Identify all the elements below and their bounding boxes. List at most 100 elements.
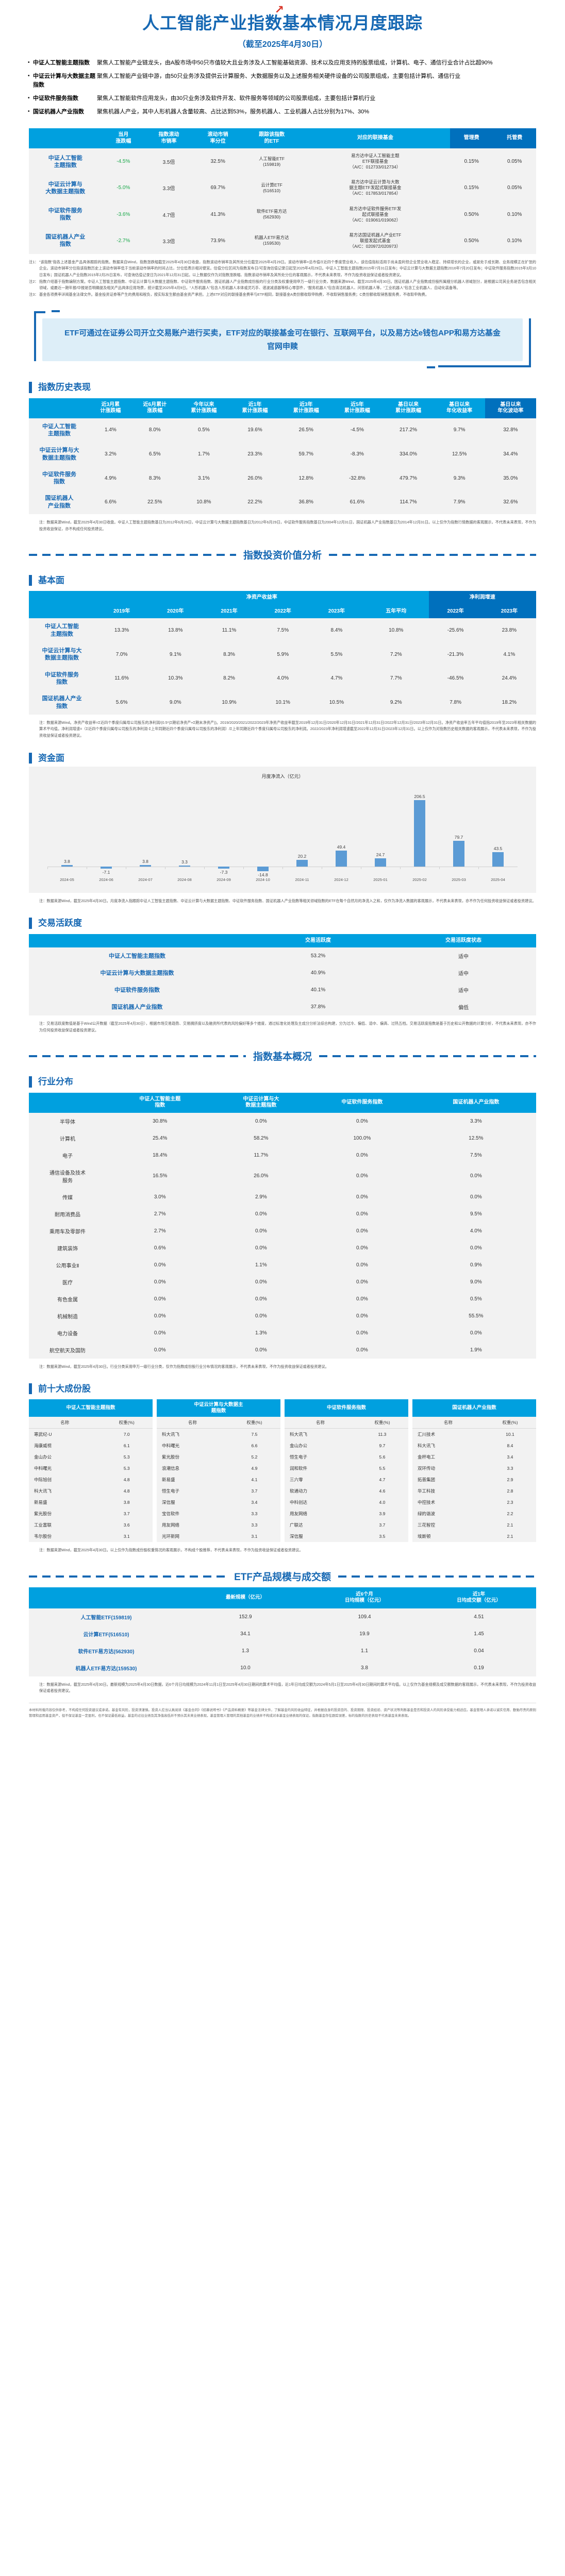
cell-product: 软件ETF易方达(562930) xyxy=(78,1649,135,1655)
cell-weight: 0.0% xyxy=(154,1262,166,1268)
cell-weight: 100.0% xyxy=(353,1135,371,1141)
cell-value: 9.3% xyxy=(453,475,466,481)
intro-item: • 国证机器人产业指数 聚焦机器人产业，其中人形机器人含量较高、占比达到53%，… xyxy=(28,108,537,116)
cell-value: 24.4% xyxy=(502,675,517,682)
chart-tick xyxy=(400,866,401,869)
note-text: 基金各项费率详阅基金法律文件。基金投资证券等产生的费用和税负，按实际发生额由基金… xyxy=(39,292,429,297)
chart-bar-cell: 49.4 xyxy=(322,783,361,875)
table-row: 浪潮信息 4.9 xyxy=(157,1463,280,1474)
cell-industry-name: 电力设备 xyxy=(57,1331,78,1337)
intro-item-name: 中证软件服务指数 xyxy=(33,95,78,102)
report-page: 人工智能产业指数基本情况月度跟踪 ↗ （截至2025年4月30日） • 中证人工… xyxy=(28,3,537,1718)
cell-index: 中证人工智能 主题指数 xyxy=(48,155,82,168)
chart-bar xyxy=(492,852,504,867)
overview-table: 当月 涨跌幅 指数滚动 市销率 滚动市销 率分位 跟踪该指数 的ETF 对应的联… xyxy=(29,128,536,254)
chart-bar-label: 49.4 xyxy=(337,844,346,850)
cell-activity-value: 40.1% xyxy=(310,987,326,993)
cell-weight: 2.7% xyxy=(154,1228,166,1234)
cell-index: 国证机器人产业 指数 xyxy=(42,696,82,709)
cell-stock-name: 寒武纪-U xyxy=(34,1432,52,1437)
cell-industry-name: 有色金属 xyxy=(57,1297,78,1303)
table-row: 中科创达 4.0 xyxy=(285,1497,408,1508)
cell-stock-name: 中控技术 xyxy=(418,1500,436,1505)
note-text: 指数介绍基于指数编制方案。中证人工智能主题指数、中证云计算与大数据主题指数、中证… xyxy=(39,279,536,291)
band-investment-value: 指数投资价值分析 xyxy=(29,548,537,562)
chart-bar xyxy=(453,840,464,867)
table-row: 中证软件服务 指数 11.6% 10.3% 8.2% 4.0% 4.7% 7.7… xyxy=(29,667,536,691)
cell-weight: 0.0% xyxy=(356,1211,368,1217)
cell-stock-weight: 3.5 xyxy=(379,1534,386,1539)
cell-stock-weight: 4.8 xyxy=(123,1477,130,1483)
cell-change: -3.6% xyxy=(117,211,130,217)
chart-bar-cell: 206.5 xyxy=(400,783,439,875)
cell-weight: 1.9% xyxy=(470,1347,482,1353)
cell-stock-weight: 5.3 xyxy=(123,1454,130,1460)
table-row: 中证云计算与大 数据主题指数 3.2% 6.5% 1.7% 23.3% 59.7… xyxy=(29,442,536,466)
table-header-row: 2019年 2020年 2021年 2022年 2023年 五年平均 2022年… xyxy=(29,604,536,619)
cell-mgmt-fee: 0.15% xyxy=(464,185,479,191)
cell-industry-name: 建筑装饰 xyxy=(57,1246,78,1252)
cell-weight: 0.0% xyxy=(356,1245,368,1251)
cell-weight: 0.0% xyxy=(154,1330,166,1336)
cell-value: 32.6% xyxy=(503,499,518,505)
callout-dash-top xyxy=(52,310,60,313)
cell-value: 217.2% xyxy=(400,427,417,433)
cell-value: 9.0% xyxy=(169,700,181,705)
cell-cust-fee: 0.10% xyxy=(507,238,522,244)
cell-vol1y: 0.04 xyxy=(474,1648,484,1654)
cell-value: 3.2% xyxy=(105,451,117,457)
chart-bar-label: 3.3 xyxy=(181,859,188,865)
chart-bar-label: -7.3 xyxy=(220,870,228,875)
chart-bar-label: 79.7 xyxy=(454,834,463,840)
chart-bar xyxy=(140,865,151,867)
table-row: 通信设备及技术 服务 16.5% 26.0% 0.0% 0.0% xyxy=(29,1164,536,1189)
table-row: 深信服 3.4 xyxy=(157,1497,280,1508)
cell-change: -5.0% xyxy=(117,185,130,191)
note-item: 注2： 指数介绍基于指数编制方案。中证人工智能主题指数、中证云计算与大数据主题指数… xyxy=(29,279,536,292)
cell-value: 114.7% xyxy=(400,499,417,505)
cell-activity-status: 适中 xyxy=(458,971,469,977)
chart-bar-cell: 3.8 xyxy=(47,783,87,875)
cell-stock-name: 海康威视 xyxy=(34,1443,52,1449)
cell-feeder: 易方达中证软件服务ETF发 起式联接基金 （A/C：019061/019062） xyxy=(349,206,402,223)
col-2020: 2020年 xyxy=(148,604,203,619)
table-row: 计算机 25.4% 58.2% 100.0% 12.5% xyxy=(29,1130,536,1147)
cell-scale: 10.0 xyxy=(240,1665,251,1671)
cell-stock-name: 宝信软件 xyxy=(162,1511,180,1517)
cell-avg6: 1.1 xyxy=(361,1648,368,1654)
cell-ps: 4.7倍 xyxy=(162,212,175,218)
col-ytd: 今年以来 累计涨跌幅 xyxy=(178,398,229,418)
note-item: 注：数据来源Wind，截至2025年4月30日。最新规模为2025年4月30日数… xyxy=(29,1682,536,1694)
table-row: 半导体 30.8% 0.0% 0.0% 3.3% xyxy=(29,1113,536,1130)
chart-x-tick-label: 2024-07 xyxy=(138,877,153,882)
col-activity-status: 交易活跃度状态 xyxy=(391,934,536,948)
col-3y: 近3年 累计涨跌幅 xyxy=(280,398,332,418)
table-row: 公用事业Ⅱ 0.0% 1.1% 0.0% 0.9% xyxy=(29,1257,536,1274)
cell-cust-fee: 0.05% xyxy=(507,185,522,191)
table-row: 国证机器人产业 指数 5.6% 9.0% 10.9% 10.1% 10.5% 9… xyxy=(29,690,536,715)
col-product xyxy=(29,1587,184,1608)
cell-weight: 18.4% xyxy=(153,1152,168,1158)
cell-value: -8.3% xyxy=(350,451,364,457)
table-row: 中证软件服务 指数 4.9% 8.3% 3.1% 26.0% 12.8% -32… xyxy=(29,466,536,490)
cell-weight: 0.0% xyxy=(356,1118,368,1124)
cell-weight: 25.4% xyxy=(153,1135,168,1141)
table-row: 软通动力 4.6 xyxy=(285,1485,408,1497)
cell-value: 10.1% xyxy=(275,700,290,705)
col-stock-name: 名称 xyxy=(285,1417,356,1429)
section-heading-holdings: 前十大成份股 xyxy=(29,1383,536,1395)
intro-item-name: 中证人工智能主题指数 xyxy=(33,60,90,66)
capital-flow-chart: 月度净流入（亿元） 3.8 -7.1 3.8 3.3 -7.3 -14.8 20.2 49.4… xyxy=(29,766,536,893)
note-tag: 注3： xyxy=(29,292,39,297)
holdings-column-title: 中证软件服务指数 xyxy=(285,1399,408,1417)
cell-value: 59.7% xyxy=(298,451,313,457)
cell-value: 10.3% xyxy=(168,675,183,682)
col-group-profit-growth: 净利润增速 xyxy=(428,591,536,605)
cell-value: 4.9% xyxy=(105,475,117,481)
cell-index: 中证软件服务 指数 xyxy=(45,671,79,685)
chart-bar xyxy=(218,866,229,869)
col-ps-percentile: 滚动市销 率分位 xyxy=(192,128,243,149)
cell-index: 国证机器人产业指数 xyxy=(111,1004,163,1010)
cell-value: 8.4% xyxy=(330,628,343,634)
col-annual-vol: 基日以来 年化波动率 xyxy=(485,398,536,418)
